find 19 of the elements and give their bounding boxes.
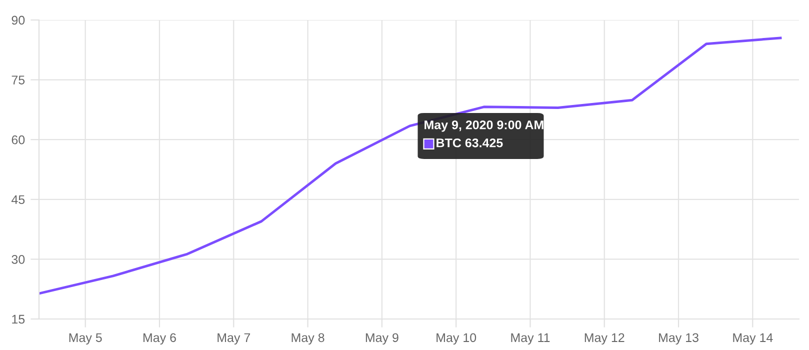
x-tick-label: May 12 (584, 333, 624, 345)
y-tick-label: 30 (12, 255, 25, 264)
y-tick-label: 15 (12, 314, 25, 324)
x-tick-label: May 9 (366, 333, 398, 345)
x-tick-label: May 10 (436, 333, 476, 345)
annotation: May 9, 2020 9:00 AM (424, 120, 544, 132)
y-tick-label: 60 (12, 135, 25, 144)
annotation: BTC 63.425 (436, 138, 503, 148)
x-tick-label: May 6 (143, 333, 176, 345)
x-tick-label: May 14 (733, 333, 773, 345)
x-tick-label: May 8 (292, 333, 324, 345)
line-series (39, 36, 782, 295)
y-tick-label: 45 (11, 195, 25, 204)
y-tick-label: 90 (12, 16, 25, 25)
x-tick-label: May 5 (69, 333, 102, 345)
x-tick-label: May 7 (218, 333, 250, 345)
y-tick-label: 75 (12, 76, 25, 84)
x-tick-label: May 13 (659, 333, 698, 345)
x-tick-label: May 11 (511, 333, 550, 345)
